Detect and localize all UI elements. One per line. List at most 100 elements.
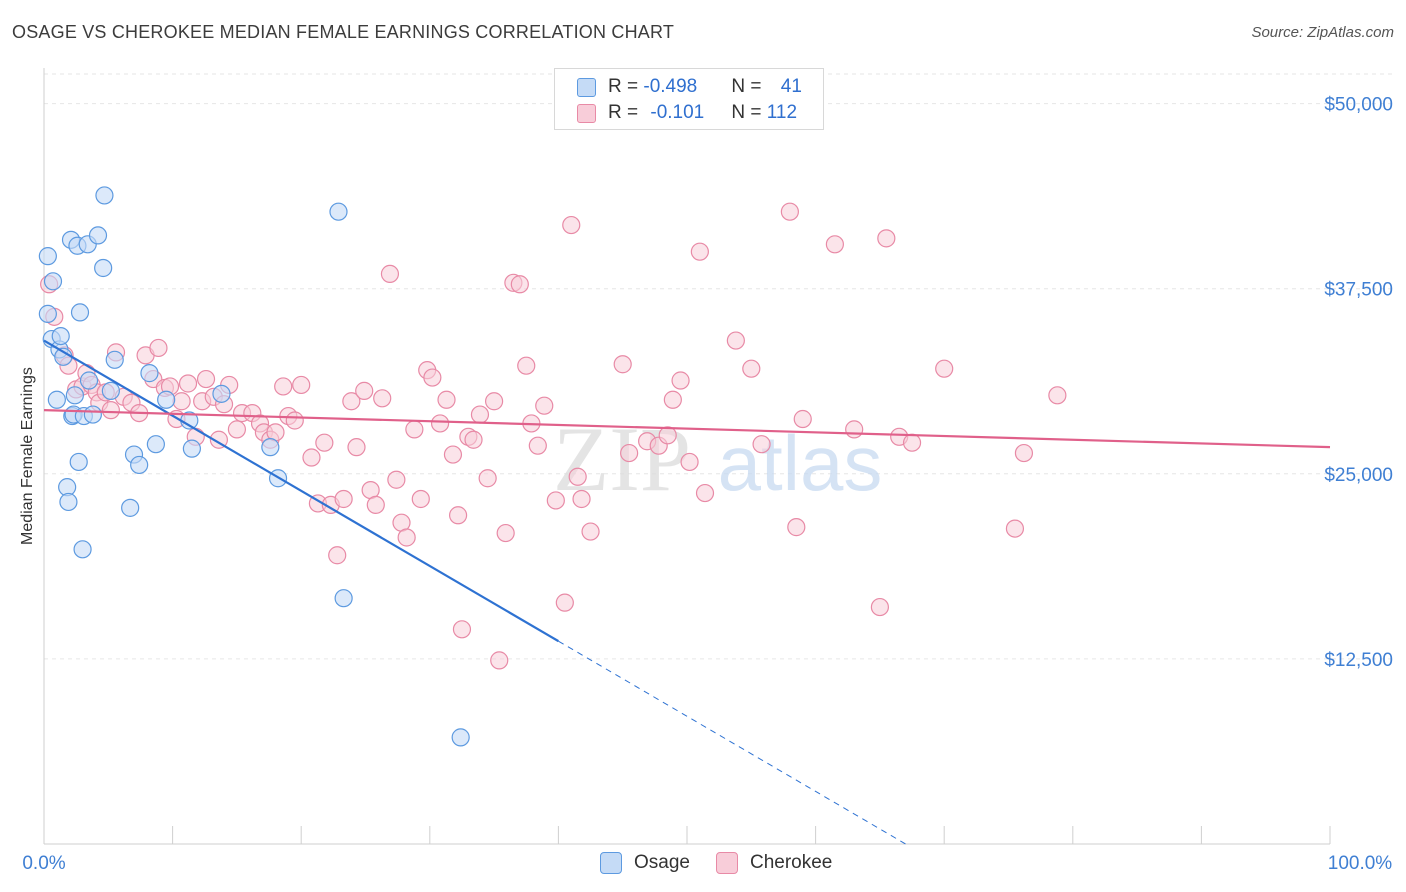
cherokee-point: [528, 436, 547, 455]
osage-point: [105, 350, 124, 369]
cherokee-point: [793, 409, 812, 429]
cherokee-points: [40, 202, 1067, 670]
cherokee-point: [478, 469, 497, 488]
osage-point: [69, 452, 88, 472]
y-tick-label: $37,500: [1324, 280, 1393, 301]
cherokee-point: [845, 420, 864, 439]
osage-point: [88, 226, 108, 245]
cherokee-point: [302, 448, 321, 467]
osage-r-value: -0.498: [643, 76, 698, 97]
cherokee-point: [572, 489, 591, 509]
cherokee-point: [172, 392, 191, 411]
cherokee-point: [613, 355, 632, 374]
y-tick-label: $12,500: [1324, 650, 1393, 671]
cherokee-point: [485, 392, 504, 411]
osage-n-value: 41: [780, 76, 802, 97]
watermark: ZIP atlas: [553, 408, 882, 510]
cherokee-point: [1014, 443, 1034, 463]
cherokee-point: [535, 396, 554, 415]
legend-item-cherokee: Cherokee: [715, 852, 833, 874]
cherokee-trend-line: [43, 409, 1331, 449]
osage-point: [182, 439, 201, 458]
cherokee-point: [752, 435, 771, 454]
osage-point: [65, 386, 84, 405]
osage-points: [38, 186, 470, 747]
cherokee-n-value: 112: [766, 102, 798, 123]
cherokee-point: [430, 414, 450, 433]
x-tick-label: 100.0%: [1328, 853, 1393, 874]
cherokee-point: [902, 433, 922, 452]
cherokee-legend-label: Cherokee: [749, 852, 833, 873]
cherokee-point: [443, 445, 463, 464]
x-tick-label: 0.0%: [22, 853, 65, 874]
cherokee-point: [490, 651, 509, 670]
cherokee-point: [227, 420, 246, 439]
osage-point: [83, 405, 102, 424]
legend-row-cherokee: R = -0.101 N = 112: [577, 101, 797, 125]
osage-point: [261, 438, 280, 457]
cherokee-point: [366, 495, 385, 515]
osage-point: [146, 435, 165, 454]
cherokee-point: [496, 523, 515, 543]
cherokee-point: [423, 368, 442, 387]
osage-point: [79, 371, 99, 390]
osage-swatch: [577, 77, 596, 97]
cherokee-point: [680, 452, 699, 472]
cherokee-point: [555, 593, 574, 612]
cherokee-point: [387, 470, 406, 489]
cherokee-point: [935, 359, 954, 378]
cherokee-point: [448, 506, 468, 525]
cherokee-point: [347, 438, 366, 457]
osage-r-label: R =: [608, 76, 644, 97]
osage-point: [334, 589, 353, 608]
cherokee-point: [315, 433, 334, 452]
cherokee-legend-swatch: [715, 852, 738, 874]
source-label: Source: ZipAtlas.com: [1251, 24, 1394, 41]
osage-point: [51, 326, 70, 346]
cherokee-point: [178, 374, 198, 393]
cherokee-point: [562, 215, 581, 235]
osage-legend-swatch: [600, 852, 622, 874]
trend-lines: [43, 339, 1331, 845]
legend-row-osage: R = -0.498 N = 41: [577, 75, 802, 99]
cherokee-point: [101, 401, 120, 420]
cherokee-point: [1048, 386, 1067, 405]
cherokee-point: [695, 483, 715, 503]
osage-point: [140, 364, 159, 383]
cherokee-r-label: R =: [608, 102, 644, 123]
osage-point: [43, 272, 63, 291]
cherokee-point: [464, 430, 483, 449]
cherokee-point: [825, 235, 844, 254]
cherokee-point: [437, 390, 456, 409]
cherokee-point: [510, 275, 529, 294]
osage-point: [38, 304, 57, 323]
cherokee-n-label: N =: [731, 102, 767, 123]
osage-point: [73, 540, 92, 559]
cherokee-point: [470, 405, 490, 424]
osage-trend-line: [43, 339, 559, 643]
chart-title: OSAGE VS CHEROKEE MEDIAN FEMALE EARNINGS…: [12, 22, 675, 42]
osage-point: [130, 455, 149, 475]
cherokee-point: [671, 371, 690, 390]
cherokee-point: [546, 491, 565, 510]
cherokee-point: [690, 242, 709, 261]
osage-point: [212, 384, 231, 403]
cherokee-point: [517, 356, 536, 375]
cherokee-point: [742, 359, 761, 378]
cherokee-point: [581, 522, 600, 541]
cherokee-point: [452, 620, 472, 639]
axes: [43, 68, 1331, 845]
y-tick-label: $25,000: [1324, 465, 1393, 486]
grid-lines: [44, 73, 1392, 660]
cherokee-swatch: [577, 103, 596, 123]
series-legend: Osage Cherokee: [600, 852, 858, 874]
osage-point: [157, 390, 176, 409]
cherokee-point: [870, 597, 890, 617]
legend-item-osage: Osage: [600, 852, 690, 874]
cherokee-point: [149, 338, 168, 358]
osage-point: [94, 258, 113, 278]
cherokee-point: [1005, 519, 1025, 538]
tick-labels: $12,500 $25,000 $37,500 $50,000 0.0% 100.0%: [22, 95, 1393, 874]
cherokee-point: [787, 518, 806, 537]
osage-point: [70, 303, 90, 322]
